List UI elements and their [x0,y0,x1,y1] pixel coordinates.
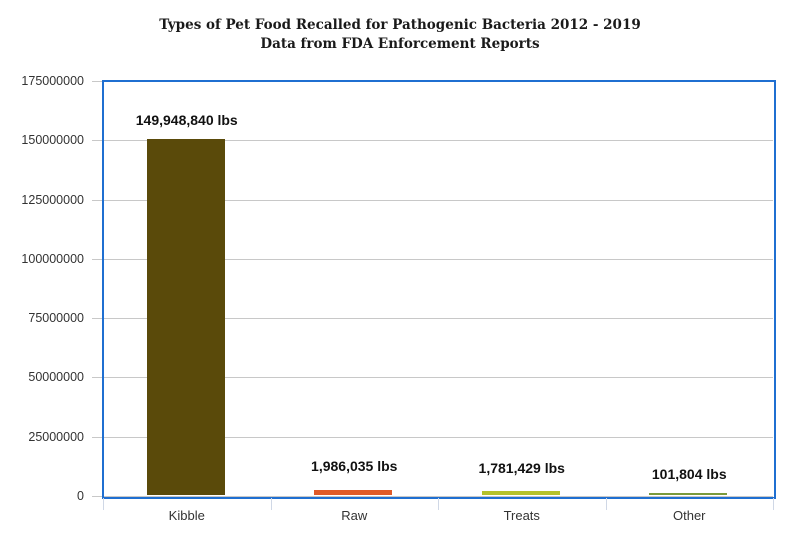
gridline [92,200,773,201]
x-tick-label: Other [672,508,706,523]
x-tick-mark [271,498,272,510]
gridline [92,140,773,141]
data-label-kibble: 149,948,840 lbs [135,112,238,129]
x-tick-mark [438,498,439,510]
x-tick-label: Raw [341,508,368,523]
y-tick-label: 0 [77,489,84,503]
x-tick-mark [773,498,774,510]
y-tick-label: 125000000 [21,192,84,207]
y-tick-label: 175000000 [21,74,84,88]
chart-title: Types of Pet Food Recalled for Pathogeni… [159,17,641,33]
gridline [92,318,773,319]
data-label-treats: 1,781,429 lbs [478,460,565,476]
chart-subtitle: Data from FDA Enforcement Reports [260,36,540,52]
x-tick-label: Kibble [168,508,205,523]
y-tick-label: 50000000 [28,370,84,385]
gridline [92,377,773,378]
bar-kibble [146,139,225,495]
x-tick-mark [606,498,607,510]
gridline [92,259,773,260]
bar-other [649,493,728,495]
y-tick-label: 150000000 [21,133,84,148]
gridline [92,437,773,438]
x-tick-mark [103,498,104,510]
y-tick-label: 25000000 [28,429,84,444]
plot-area-frame [102,80,776,499]
data-label-other: 101,804 lbs [651,466,727,482]
data-label-raw: 1,986,035 lbs [311,458,398,474]
bar-raw [314,490,393,495]
y-tick-label: 100000000 [21,251,84,266]
gridline [92,496,773,497]
x-tick-label: Treats [503,508,540,523]
y-tick-label: 75000000 [28,311,84,326]
bar-treats [481,490,560,495]
